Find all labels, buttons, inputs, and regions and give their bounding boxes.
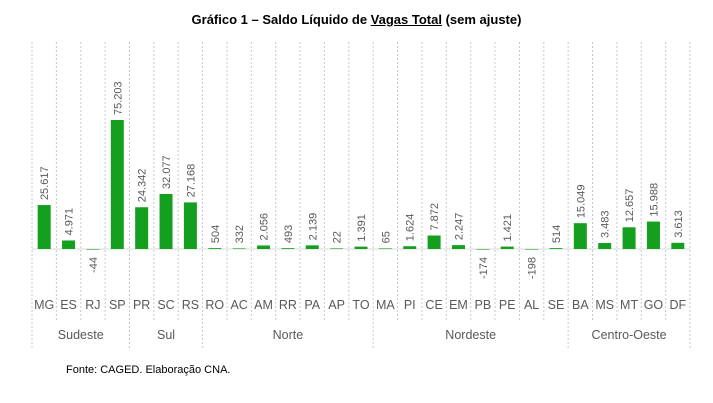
bar bbox=[622, 227, 636, 249]
data-label: -44 bbox=[88, 257, 100, 273]
data-label: 2.247 bbox=[453, 213, 465, 241]
bar bbox=[330, 248, 344, 249]
source-note: Fonte: CAGED. Elaboração CNA. bbox=[66, 364, 231, 376]
data-label: 2.139 bbox=[307, 213, 319, 241]
bar bbox=[110, 120, 124, 249]
data-label: 27.168 bbox=[185, 164, 197, 198]
category-label: CE bbox=[425, 298, 442, 312]
bar bbox=[86, 249, 100, 250]
category-label: ES bbox=[60, 298, 77, 312]
group-label: Nordeste bbox=[445, 328, 496, 342]
data-label: 15.988 bbox=[648, 183, 660, 217]
category-label: MT bbox=[620, 298, 638, 312]
data-label: 2.056 bbox=[259, 213, 271, 241]
category-label: PE bbox=[499, 298, 516, 312]
bar bbox=[598, 243, 612, 249]
category-label: RJ bbox=[85, 298, 100, 312]
category-label: RO bbox=[205, 298, 224, 312]
category-label: SE bbox=[548, 298, 565, 312]
data-label: 32.077 bbox=[161, 155, 173, 189]
category-label: PR bbox=[133, 298, 150, 312]
bar bbox=[427, 235, 441, 249]
category-label: PB bbox=[475, 298, 492, 312]
bar bbox=[671, 242, 685, 249]
bar bbox=[159, 193, 173, 249]
chart-title-underlined: Vagas Total bbox=[370, 12, 442, 27]
category-label: MS bbox=[595, 298, 614, 312]
category-label: GO bbox=[644, 298, 664, 312]
category-label: SC bbox=[157, 298, 174, 312]
data-label: 24.342 bbox=[137, 169, 149, 203]
category-label: AP bbox=[328, 298, 345, 312]
bar bbox=[208, 248, 222, 249]
category-label: RR bbox=[279, 298, 297, 312]
data-label: 22 bbox=[332, 231, 344, 243]
bar bbox=[378, 248, 392, 249]
data-label: 493 bbox=[283, 225, 295, 243]
bar bbox=[525, 249, 539, 250]
data-label: 1.624 bbox=[405, 214, 417, 242]
group-label: Norte bbox=[273, 328, 304, 342]
bar bbox=[183, 202, 197, 249]
bar bbox=[476, 249, 490, 250]
group-label: Centro-Oeste bbox=[592, 328, 667, 342]
category-label: SP bbox=[109, 298, 126, 312]
chart-title-suffix: (sem ajuste) bbox=[441, 12, 522, 27]
data-label: 25.617 bbox=[39, 166, 51, 200]
data-label: -198 bbox=[527, 257, 539, 279]
chart-title: Gráfico 1 – Saldo Líquido de Vagas Total… bbox=[0, 12, 713, 27]
category-label: PA bbox=[304, 298, 320, 312]
category-label: AC bbox=[230, 298, 247, 312]
bar bbox=[451, 245, 465, 249]
group-label: Sudeste bbox=[58, 328, 104, 342]
bar bbox=[135, 207, 149, 249]
category-label: BA bbox=[572, 298, 589, 312]
category-label: MG bbox=[34, 298, 54, 312]
data-label: 332 bbox=[234, 225, 246, 243]
data-label: 1.421 bbox=[502, 214, 514, 242]
bar bbox=[573, 223, 587, 249]
chart-title-prefix: Gráfico 1 – Saldo Líquido de bbox=[191, 12, 371, 27]
data-label: 75.203 bbox=[112, 81, 124, 115]
bar bbox=[354, 246, 368, 249]
category-label: MA bbox=[376, 298, 395, 312]
bar bbox=[646, 221, 660, 249]
bar bbox=[500, 246, 514, 249]
bar bbox=[62, 240, 76, 249]
data-label: -174 bbox=[478, 257, 490, 279]
data-label: 15.049 bbox=[575, 185, 587, 219]
bar bbox=[37, 205, 51, 249]
category-label: PI bbox=[404, 298, 416, 312]
data-label: 514 bbox=[551, 225, 563, 243]
group-label: Sul bbox=[157, 328, 175, 342]
bar bbox=[549, 248, 563, 249]
data-label: 12.657 bbox=[624, 189, 636, 223]
category-label: AM bbox=[254, 298, 273, 312]
category-label: AL bbox=[524, 298, 539, 312]
bar bbox=[257, 245, 271, 249]
data-label: 3.483 bbox=[600, 210, 612, 238]
data-label: 7.872 bbox=[429, 203, 441, 231]
category-label: TO bbox=[352, 298, 369, 312]
data-label: 65 bbox=[380, 231, 392, 243]
data-label: 3.613 bbox=[673, 210, 685, 238]
bar bbox=[403, 246, 417, 249]
bar bbox=[281, 248, 295, 249]
data-label: 4.971 bbox=[64, 208, 76, 236]
data-label: 504 bbox=[210, 225, 222, 243]
category-label: DF bbox=[669, 298, 686, 312]
bar bbox=[305, 245, 319, 249]
data-label: 1.391 bbox=[356, 214, 368, 242]
category-label: EM bbox=[449, 298, 468, 312]
category-label: RS bbox=[182, 298, 199, 312]
bar bbox=[232, 248, 246, 249]
